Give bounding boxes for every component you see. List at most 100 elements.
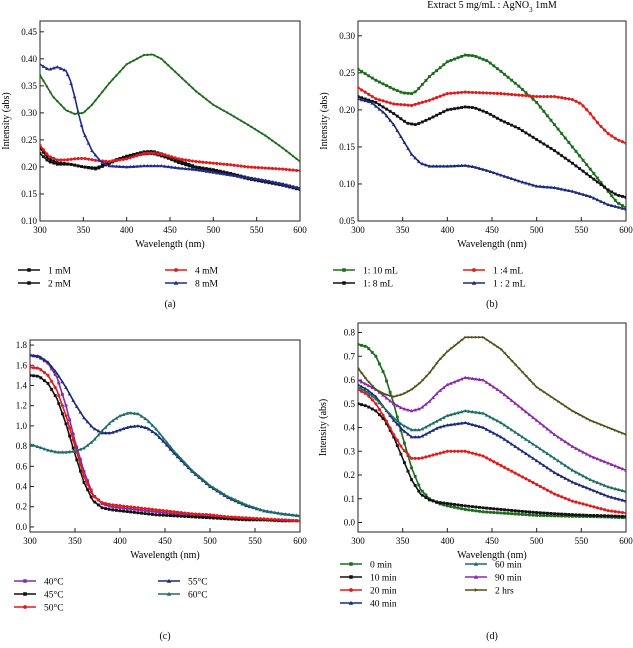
data-point [538, 105, 542, 109]
data-point [485, 91, 489, 95]
data-point [149, 53, 153, 56]
data-point [97, 166, 101, 170]
data-point [367, 394, 371, 398]
data-point [154, 432, 158, 436]
data-point [563, 476, 568, 480]
data-point [410, 92, 414, 96]
data-point [460, 507, 464, 511]
data-point [488, 340, 493, 344]
data-point [121, 164, 126, 169]
data-point [595, 514, 599, 517]
data-point [456, 341, 461, 345]
data-point [201, 95, 205, 98]
data-point [86, 157, 91, 161]
panel-label: (a) [164, 299, 175, 310]
data-point [55, 162, 59, 166]
data-point [524, 410, 528, 414]
data-point [620, 204, 624, 208]
data-point [281, 146, 284, 150]
data-point [381, 105, 385, 109]
data-point [453, 107, 456, 111]
data-point [535, 385, 539, 389]
data-point [417, 101, 421, 105]
x-tick-label: 400 [441, 536, 455, 546]
data-point [602, 483, 607, 487]
data-point [420, 161, 425, 166]
data-point [599, 181, 603, 184]
data-point [406, 469, 410, 473]
x-tick-label: 600 [619, 536, 633, 546]
data-point [510, 469, 514, 473]
data-point [399, 444, 403, 448]
data-point [363, 389, 367, 393]
data-point [236, 499, 241, 503]
data-point [399, 117, 403, 121]
data-point [560, 96, 564, 100]
data-point [438, 94, 442, 98]
data-point [167, 64, 170, 67]
data-point [559, 187, 564, 191]
data-point [183, 515, 187, 518]
data-point [467, 53, 471, 57]
data-point [89, 440, 94, 444]
data-point [463, 105, 467, 109]
data-point [491, 431, 496, 435]
data-point [506, 467, 510, 471]
data-point [395, 114, 399, 118]
data-point [128, 164, 132, 169]
data-point [175, 453, 180, 457]
data-point [45, 66, 49, 70]
data-point [463, 508, 467, 511]
data-point [190, 515, 194, 519]
data-point [481, 57, 485, 61]
data-point [470, 164, 475, 169]
data-point [136, 506, 140, 510]
data-point [499, 463, 503, 468]
data-point [177, 161, 181, 165]
data-point [250, 125, 253, 129]
data-point [460, 106, 464, 109]
data-point [567, 442, 571, 446]
data-point [503, 351, 507, 355]
data-point [73, 157, 77, 161]
data-point [395, 403, 400, 408]
data-point [158, 513, 162, 517]
data-point [161, 509, 165, 513]
data-point [82, 446, 86, 450]
data-point [392, 435, 396, 439]
data-point [179, 511, 183, 515]
data-series [40, 53, 300, 163]
y-tick-label: 0.10 [339, 179, 355, 189]
data-point [40, 73, 42, 77]
data-point [358, 378, 360, 382]
data-point [233, 515, 237, 519]
data-point [577, 448, 582, 452]
data-point [527, 182, 532, 186]
data-point [226, 111, 229, 114]
data-point [388, 390, 392, 394]
data-point [560, 132, 564, 136]
data-point [413, 156, 417, 160]
data-point [176, 512, 180, 516]
data-point [549, 185, 553, 189]
y-tick-label: 0.5 [344, 399, 356, 409]
data-point [67, 449, 72, 454]
chart-title-tail: 1mM [533, 0, 557, 11]
data-point [197, 474, 202, 478]
data-point [556, 512, 560, 516]
data-point [488, 507, 492, 510]
data-point [620, 194, 624, 198]
data-point [491, 417, 496, 421]
data-point [180, 162, 184, 166]
data-point [606, 509, 610, 513]
data-point [577, 472, 582, 476]
data-point [563, 404, 568, 408]
data-point [499, 347, 504, 351]
data-point [613, 204, 618, 208]
data-point [592, 514, 596, 517]
data-point [235, 174, 240, 178]
data-point [114, 164, 119, 168]
data-point [509, 428, 514, 432]
data-point [595, 176, 599, 180]
data-point [284, 518, 288, 522]
